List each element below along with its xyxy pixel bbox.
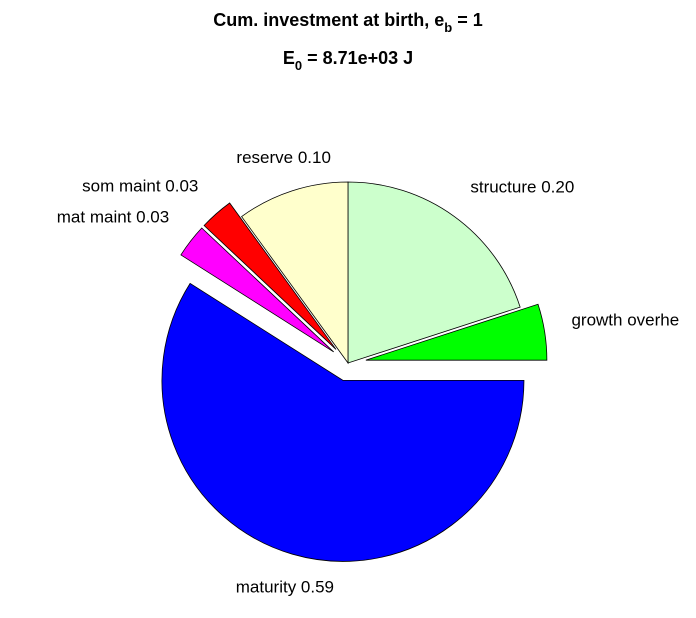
slice-label: structure 0.20	[470, 178, 574, 197]
pie-slice	[161, 282, 525, 562]
pie-slice	[347, 181, 521, 364]
subtitle-text: E	[283, 48, 295, 68]
slice-label: growth overhe	[571, 311, 679, 330]
subtitle-sub: 0	[295, 58, 302, 73]
title-text: Cum. investment at birth, e	[213, 10, 444, 30]
subtitle-tail: = 8.71e+03 J	[302, 48, 413, 68]
slice-label: mat maint 0.03	[57, 207, 169, 226]
pie-slice	[241, 181, 349, 365]
slice-label: som maint 0.03	[82, 176, 198, 195]
chart-subtitle: E0 = 8.71e+03 J	[283, 48, 413, 73]
slice-label: maturity 0.59	[236, 577, 334, 596]
pie-slice	[365, 303, 548, 361]
pie-slice	[203, 202, 337, 350]
pie-slice	[180, 227, 334, 353]
title-tail: = 1	[452, 10, 483, 30]
slice-label: reserve 0.10	[236, 148, 331, 167]
title-sub: b	[444, 20, 452, 35]
chart-title: Cum. investment at birth, eb = 1	[213, 10, 483, 35]
